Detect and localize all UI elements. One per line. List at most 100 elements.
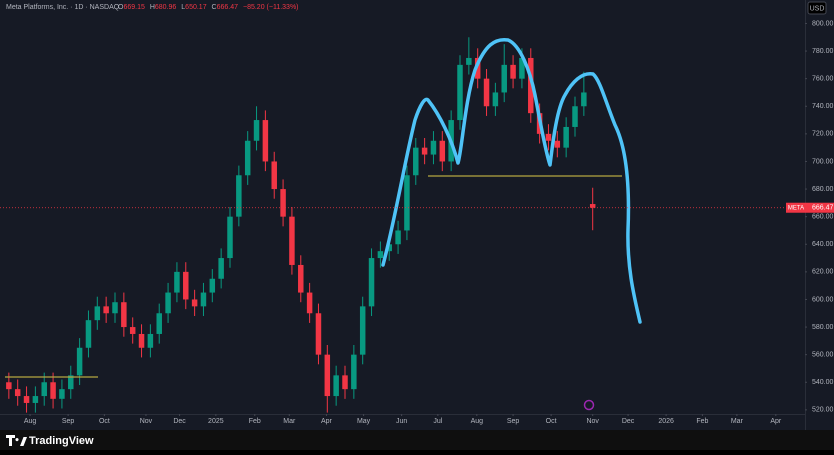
candle-body: [501, 64, 507, 93]
candle-body: [439, 140, 446, 162]
y-tick-label: 740.00: [812, 103, 834, 110]
logo-mark: [6, 435, 27, 446]
change: −85.20 (−11.33%): [243, 4, 299, 11]
candle-body: [112, 302, 118, 314]
candle-body: [421, 147, 428, 155]
footer: [0, 430, 834, 450]
currency: USD: [810, 5, 825, 12]
candle-body: [227, 216, 233, 259]
candle-body: [76, 347, 83, 376]
y-tick-label: 720.00: [812, 131, 834, 138]
candle-body: [581, 92, 587, 107]
candle-body: [545, 133, 552, 141]
candle-body: [563, 126, 569, 148]
brand: TradingView: [29, 435, 94, 447]
candle-body: [333, 375, 339, 397]
x-tick-label: 2026: [658, 418, 674, 425]
candle-body: [395, 230, 401, 245]
ohlc-value: 650.17: [185, 4, 207, 11]
y-tick-label: 560.00: [812, 352, 834, 359]
brand-logo: [6, 435, 27, 446]
symbol-line: Meta Platforms, Inc. · 1D · NASDAQ: [6, 4, 120, 11]
candle-body: [315, 313, 322, 355]
ohlc-key: C: [212, 4, 217, 11]
candle-body: [280, 189, 286, 217]
candle-body: [218, 258, 224, 279]
x-tick-label: Nov: [586, 418, 599, 425]
chart-background: [0, 0, 834, 430]
currency-button[interactable]: [807, 1, 827, 15]
candle-body: [103, 306, 109, 314]
candle-body: [174, 271, 180, 293]
event-icon[interactable]: [583, 399, 595, 411]
candle-body: [41, 382, 47, 397]
ticker: META: [788, 205, 804, 211]
candle-body: [404, 175, 410, 231]
candle-body: [191, 299, 198, 307]
y-tick-label: 800.00: [812, 20, 834, 27]
y-tick-label: 640.00: [812, 241, 834, 248]
candle-body: [306, 292, 313, 314]
x-tick-label: Aug: [471, 418, 484, 425]
y-tick-label: 780.00: [812, 48, 834, 55]
last-price-tag: [806, 202, 834, 213]
x-tick-label: Apr: [321, 418, 333, 425]
candle-body: [483, 78, 490, 107]
y-tick-label: 620.00: [812, 269, 834, 276]
candle-body: [342, 375, 348, 390]
x-tick-label: Mar: [731, 418, 744, 425]
candle-body: [121, 302, 127, 328]
candle-body: [457, 64, 463, 121]
y-tick-label: 600.00: [812, 296, 834, 303]
ohlc: O669.15 H680.96 L650.17 C666.47 −85.20 (…: [118, 4, 299, 11]
x-tick-label: Sep: [62, 418, 75, 425]
candle-body: [466, 57, 472, 65]
candle-body: [271, 161, 277, 190]
ohlc-key: H: [150, 4, 155, 11]
candle-body: [50, 382, 56, 399]
x-tick-label: Mar: [283, 418, 296, 425]
candle-body: [183, 271, 189, 300]
candles: [6, 37, 596, 413]
candle-body: [200, 292, 207, 307]
ohlc-key: O: [118, 4, 124, 11]
candle-body: [368, 258, 375, 307]
y-tick-label: 760.00: [812, 76, 834, 83]
candle-body: [236, 175, 242, 217]
candle-body: [262, 120, 269, 162]
freehand-drawing: [381, 37, 642, 324]
x-tick-label: Jun: [396, 418, 407, 425]
candle-body: [359, 306, 366, 355]
x-tick-label: Feb: [696, 418, 708, 425]
candle-body: [85, 320, 92, 348]
x-tick-label: Dec: [622, 418, 635, 425]
candle-body: [289, 216, 295, 265]
x-tick-label: Oct: [99, 418, 110, 425]
candle-body: [519, 57, 525, 79]
candle-body: [377, 251, 384, 259]
y-tick-label: 660.00: [812, 214, 834, 221]
drawings: [5, 37, 642, 411]
legend-header: Meta Platforms, Inc. · 1D · NASDAQ O669.…: [6, 4, 299, 11]
candle-body: [554, 140, 561, 148]
x-tick-label: Sep: [507, 418, 520, 425]
candle-body: [589, 204, 596, 208]
candle-body: [572, 106, 578, 127]
candle-body: [59, 389, 65, 399]
candle-body: [510, 64, 516, 79]
candle-body: [68, 375, 74, 390]
x-tick-label: Nov: [140, 418, 153, 425]
candle-body: [528, 57, 534, 114]
candle-body: [129, 327, 136, 334]
candle-body: [492, 92, 499, 107]
candle-body: [165, 292, 171, 314]
y-tick-label: 580.00: [812, 324, 834, 331]
x-tick-label: Jul: [433, 418, 442, 425]
candle-body: [474, 57, 481, 79]
y-tick-label: 680.00: [812, 186, 834, 193]
candle-body: [209, 278, 216, 293]
ohlc-value: 680.96: [155, 4, 177, 11]
ticker-tag: [786, 202, 806, 213]
